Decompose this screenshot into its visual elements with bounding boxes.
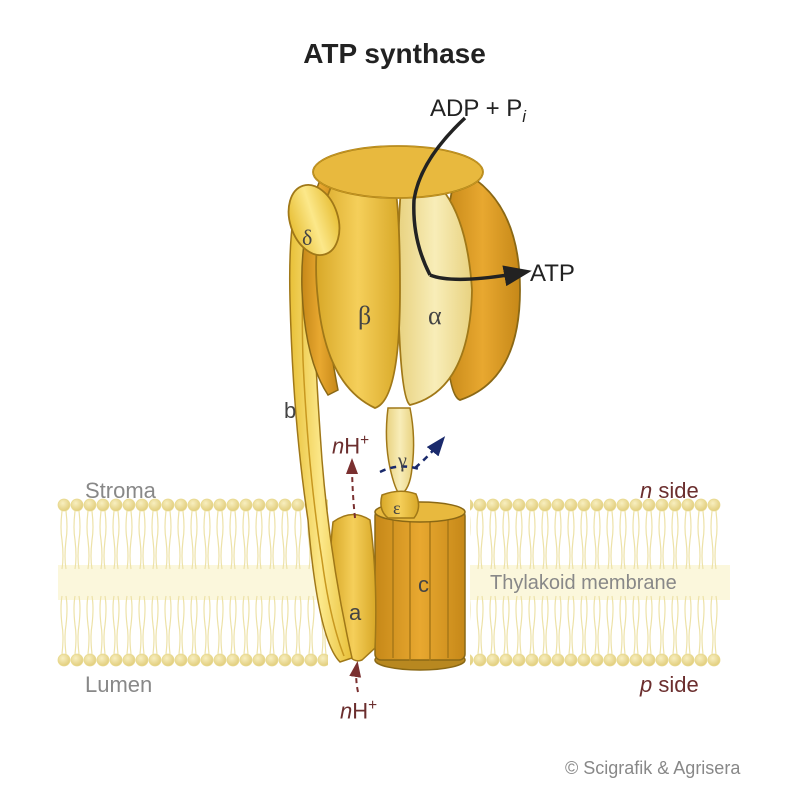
label-delta: δ bbox=[302, 225, 312, 251]
label-c: c bbox=[418, 572, 429, 598]
label-thylakoid: Thylakoid membrane bbox=[490, 572, 677, 595]
label-lumen: Lumen bbox=[85, 672, 152, 698]
label-alpha: α bbox=[428, 300, 442, 331]
label-beta: β bbox=[358, 300, 371, 331]
label-stroma: Stroma bbox=[85, 478, 156, 504]
label-epsilon: ε bbox=[393, 498, 401, 519]
label-pside: p side bbox=[640, 672, 699, 698]
label-copyright: © Scigrafik & Agrisera bbox=[565, 758, 740, 779]
label-nh_top: nH+ bbox=[332, 432, 369, 459]
label-gamma: γ bbox=[398, 450, 407, 473]
label-nside: n side bbox=[640, 478, 699, 504]
label-adp: ADP + Pi bbox=[430, 95, 526, 127]
label-nh_bot: nH+ bbox=[340, 697, 377, 724]
label-a: a bbox=[349, 600, 361, 626]
label-b: b bbox=[284, 398, 296, 424]
diagram-svg bbox=[0, 0, 789, 789]
diagram-canvas: ATP synthase bbox=[0, 0, 789, 789]
label-atp: ATP bbox=[530, 260, 575, 288]
